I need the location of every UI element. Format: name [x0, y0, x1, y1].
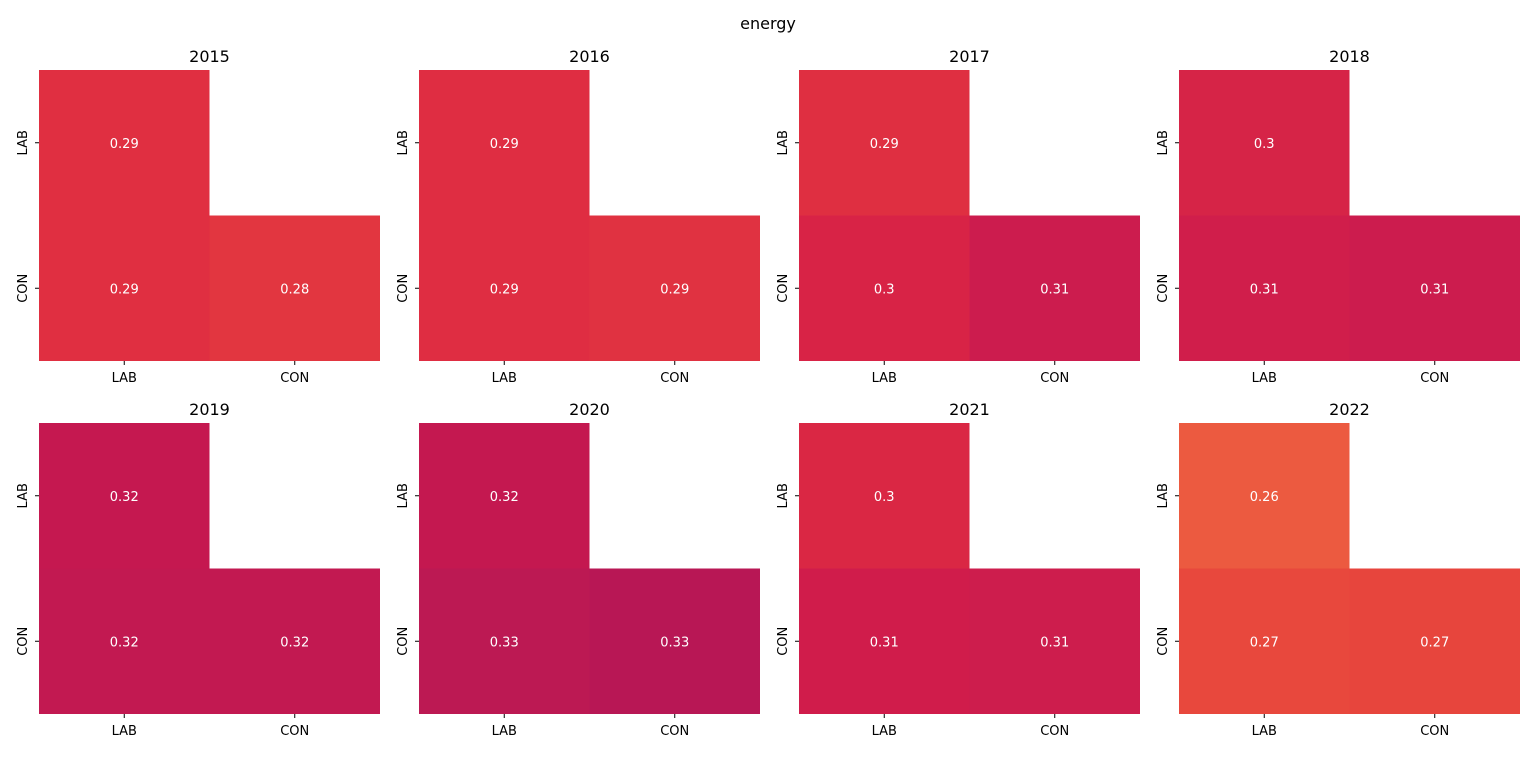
heatmap-cell-lab-lab [419, 70, 590, 216]
cell-value-label: 0.31 [1040, 282, 1069, 297]
cell-value-label: 0.29 [660, 282, 689, 297]
y-tick-label: CON [16, 627, 31, 656]
heatmap-cell-con-con [589, 568, 760, 714]
y-tick-label: LAB [776, 130, 791, 155]
cell-value-label: 0.29 [490, 137, 519, 152]
cell-value-label: 0.29 [870, 137, 899, 152]
heatmap-cell-lab-lab [799, 70, 970, 216]
cell-value-label: 0.29 [110, 282, 139, 297]
cell-value-label: 0.28 [280, 282, 309, 297]
heatmap-cell-lab-lab [1179, 423, 1350, 569]
heatmap-cell-con-lab [419, 568, 590, 714]
cell-value-label: 0.32 [110, 490, 139, 505]
y-tick-label: LAB [1156, 483, 1171, 508]
y-tick-label: CON [776, 274, 791, 303]
panel-title-2022: 2022 [1329, 400, 1370, 419]
y-tick-label: CON [1156, 627, 1171, 656]
y-tick-label: LAB [396, 130, 411, 155]
panel-title-2015: 2015 [189, 47, 230, 66]
cell-value-label: 0.27 [1420, 635, 1449, 650]
x-tick-label: LAB [112, 724, 137, 739]
heatmap-cell-con-con [969, 568, 1140, 714]
cell-value-label: 0.32 [280, 635, 309, 650]
x-tick-label: LAB [112, 371, 137, 386]
panel-title-2016: 2016 [569, 47, 610, 66]
cell-value-label: 0.27 [1250, 635, 1279, 650]
cell-value-label: 0.29 [490, 282, 519, 297]
heatmap-cell-con-lab [799, 215, 970, 361]
cell-value-label: 0.32 [110, 635, 139, 650]
cell-value-label: 0.3 [874, 490, 895, 505]
y-tick-label: CON [396, 274, 411, 303]
panel-title-2019: 2019 [189, 400, 230, 419]
heatmap-cell-con-lab [799, 568, 970, 714]
cell-value-label: 0.31 [1420, 282, 1449, 297]
heatmap-cell-con-lab [39, 215, 210, 361]
y-tick-label: CON [396, 627, 411, 656]
cell-value-label: 0.31 [1250, 282, 1279, 297]
heatmap-cell-con-con [1349, 215, 1520, 361]
x-tick-label: LAB [492, 371, 517, 386]
x-tick-label: CON [660, 371, 689, 386]
cell-value-label: 0.3 [1254, 137, 1275, 152]
y-tick-label: CON [1156, 274, 1171, 303]
panel-title-2017: 2017 [949, 47, 990, 66]
x-tick-label: LAB [872, 371, 897, 386]
heatmap-cell-lab-lab [39, 423, 210, 569]
x-tick-label: CON [1040, 724, 1069, 739]
heatmap-cell-lab-lab [419, 423, 590, 569]
heatmap-cell-con-con [209, 568, 380, 714]
heatmap-cell-lab-lab [1179, 70, 1350, 216]
cell-value-label: 0.31 [870, 635, 899, 650]
heatmap-cell-con-con [209, 215, 380, 361]
x-tick-label: LAB [1252, 724, 1277, 739]
x-tick-label: CON [1040, 371, 1069, 386]
x-tick-label: CON [1420, 724, 1449, 739]
y-tick-label: LAB [16, 483, 31, 508]
x-tick-label: CON [660, 724, 689, 739]
x-tick-label: CON [1420, 371, 1449, 386]
cell-value-label: 0.26 [1250, 490, 1279, 505]
y-tick-label: LAB [776, 483, 791, 508]
heatmap-cell-lab-lab [39, 70, 210, 216]
figure-title: energy [740, 14, 796, 33]
heatmap-cell-con-lab [419, 215, 590, 361]
heatmap-cell-con-lab [1179, 215, 1350, 361]
heatmap-cell-con-lab [39, 568, 210, 714]
y-tick-label: CON [776, 627, 791, 656]
y-tick-label: LAB [1156, 130, 1171, 155]
x-tick-label: CON [280, 724, 309, 739]
heatmap-cell-con-lab [1179, 568, 1350, 714]
panel-title-2018: 2018 [1329, 47, 1370, 66]
cell-value-label: 0.3 [874, 282, 895, 297]
x-tick-label: LAB [492, 724, 517, 739]
panel-title-2020: 2020 [569, 400, 610, 419]
cell-value-label: 0.33 [490, 635, 519, 650]
x-tick-label: LAB [872, 724, 897, 739]
cell-value-label: 0.29 [110, 137, 139, 152]
y-tick-label: CON [16, 274, 31, 303]
y-tick-label: LAB [396, 483, 411, 508]
heatmap-cell-con-con [969, 215, 1140, 361]
cell-value-label: 0.32 [490, 490, 519, 505]
heatmap-cell-con-con [1349, 568, 1520, 714]
cell-value-label: 0.33 [660, 635, 689, 650]
cell-value-label: 0.31 [1040, 635, 1069, 650]
x-tick-label: CON [280, 371, 309, 386]
heatmap-cell-con-con [589, 215, 760, 361]
y-tick-label: LAB [16, 130, 31, 155]
x-tick-label: LAB [1252, 371, 1277, 386]
panel-title-2021: 2021 [949, 400, 990, 419]
heatmap-cell-lab-lab [799, 423, 970, 569]
